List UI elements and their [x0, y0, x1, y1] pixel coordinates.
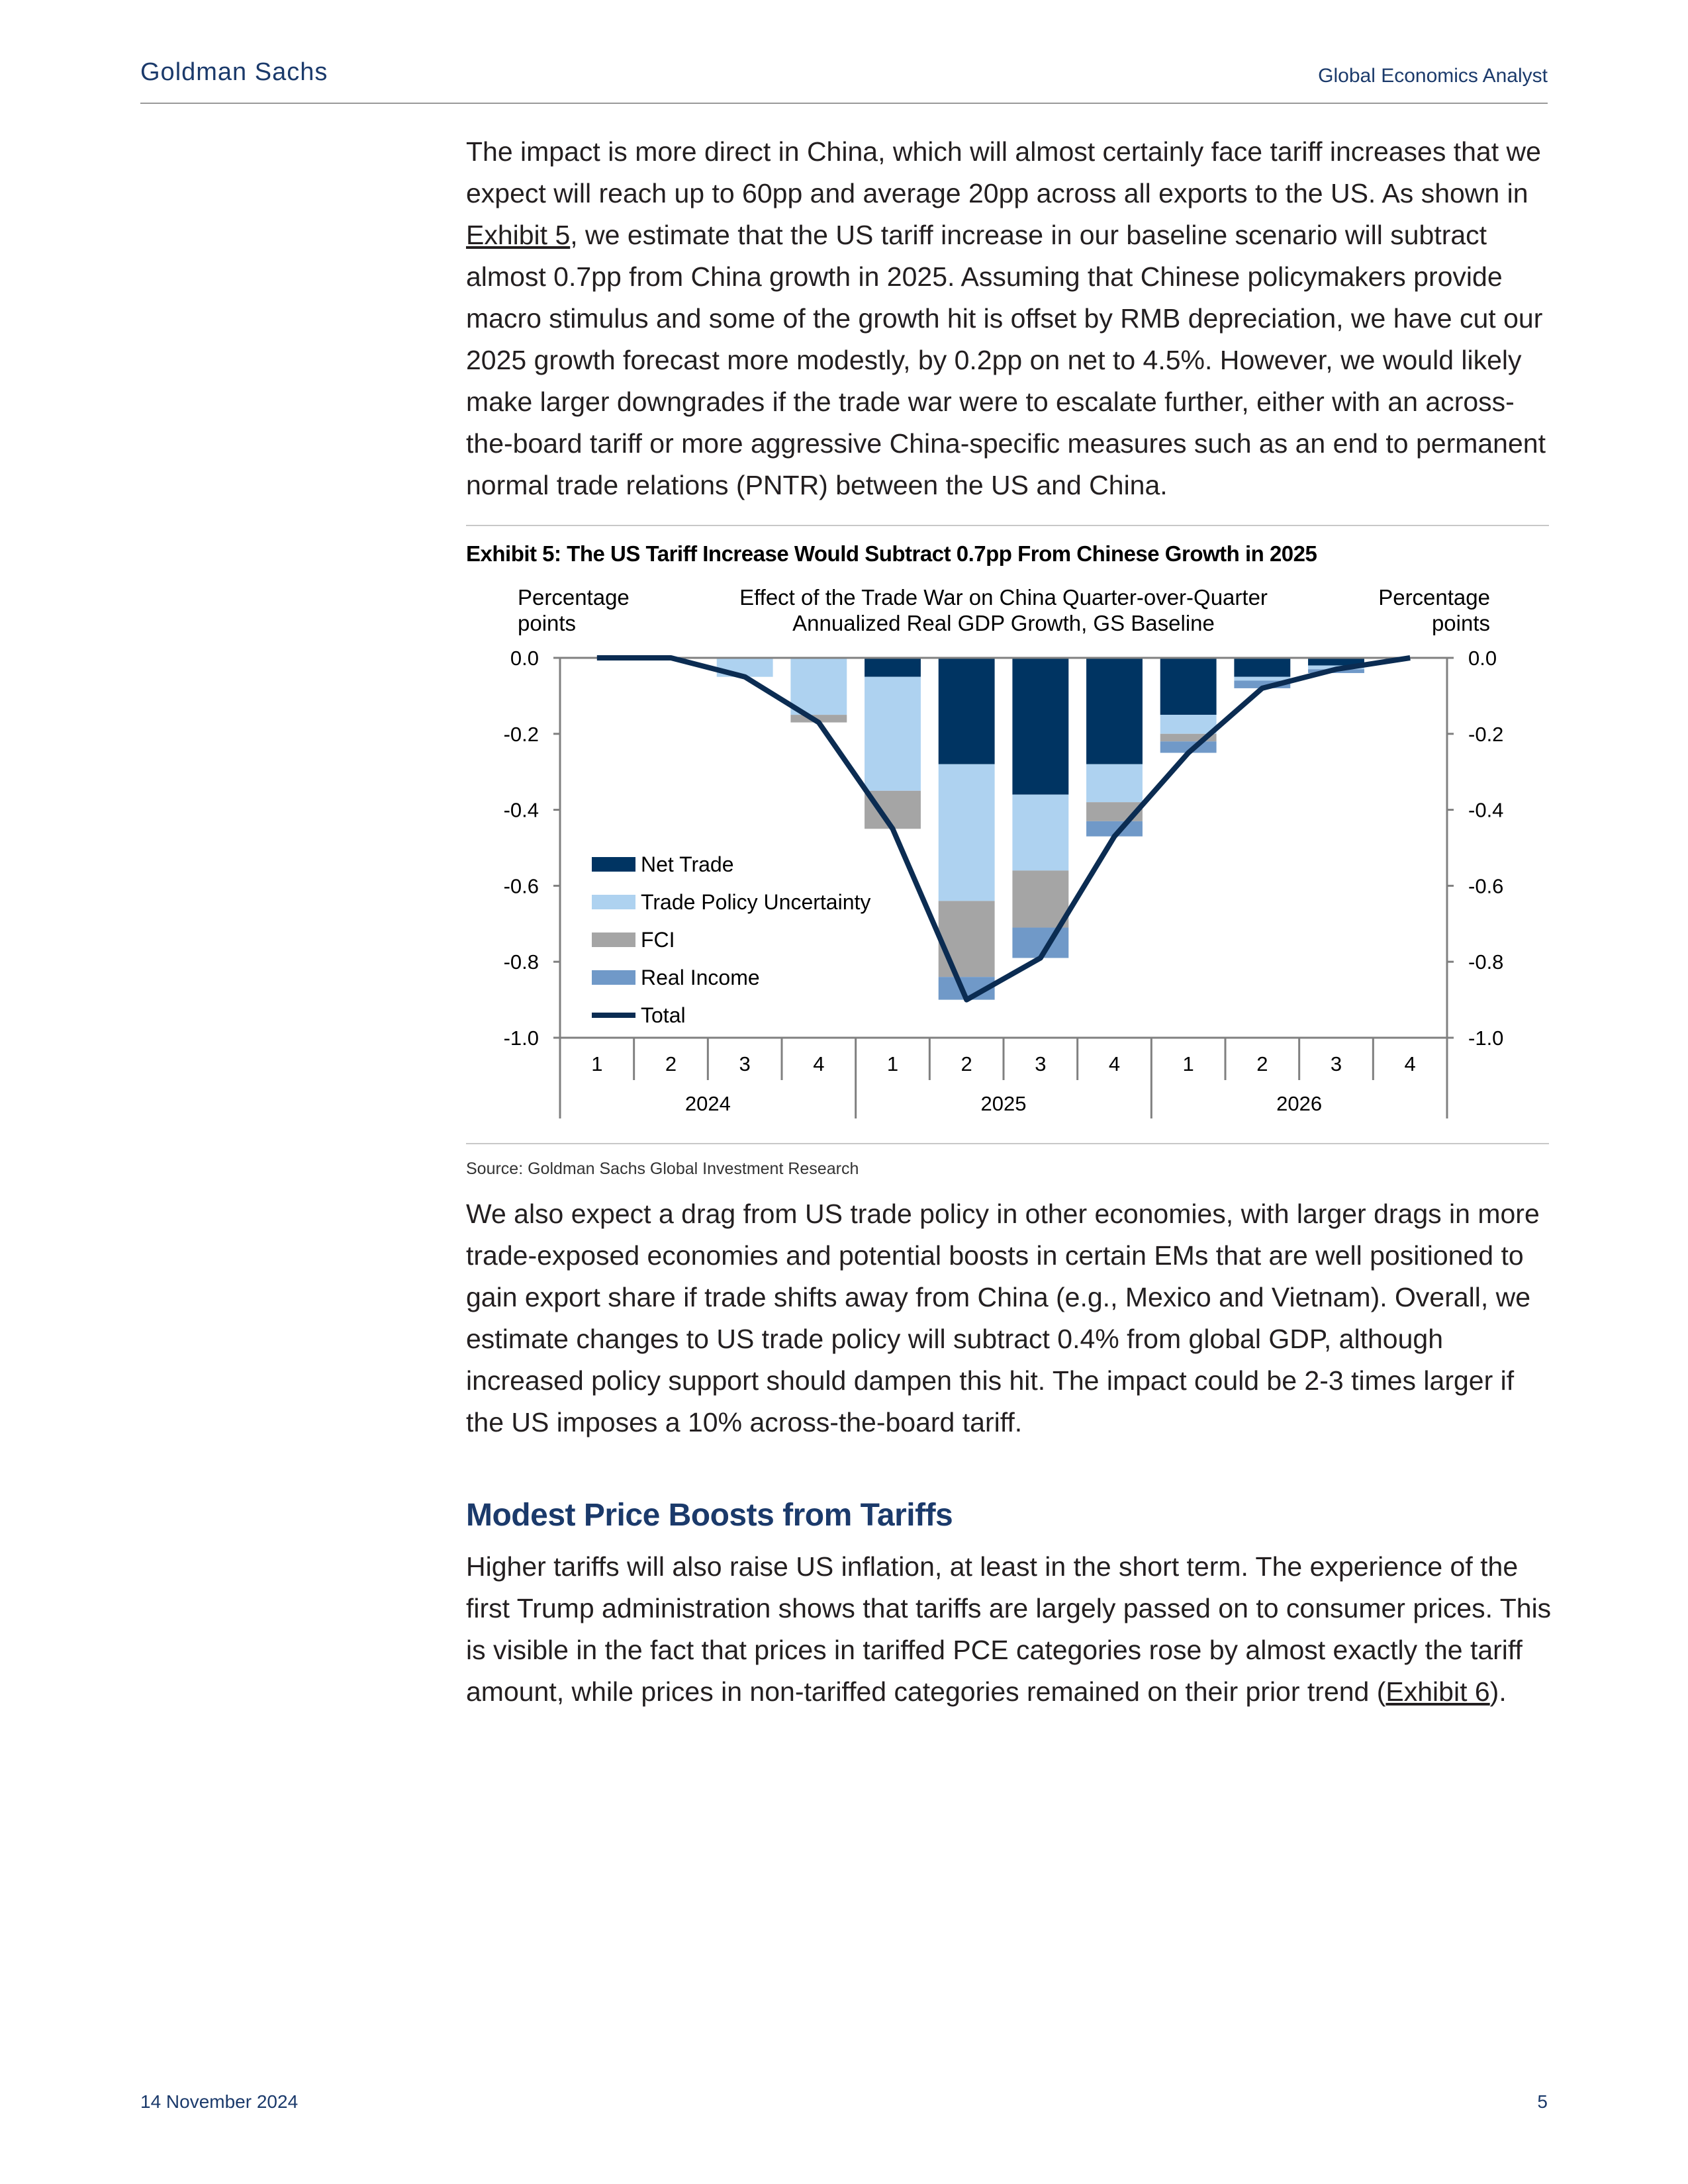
bar-net-trade-5	[938, 658, 995, 764]
bar-trade-policy-uncertainty-3	[790, 658, 847, 715]
axes: 0.0 0.0 -0.2 -0.2 -0.4 -0.4 -0.6 -0.6 -0.8 -0.8 -1…	[504, 647, 1503, 1118]
p3-text-a: Higher tariffs will also raise US inflat…	[466, 1551, 1552, 1707]
x-tick-label-6: 3	[1035, 1052, 1046, 1075]
p1-text-a: The impact is more direct in China, whic…	[466, 136, 1541, 208]
legend: Net Trade Trade Policy Uncertainty FCI Real…	[592, 852, 870, 1027]
paragraph-3: Higher tariffs will also raise US inflat…	[466, 1546, 1552, 1713]
left-tick-label-3: -0.6	[504, 874, 539, 897]
bar-trade-policy-uncertainty-9	[1234, 676, 1291, 681]
right-axis-label: Percentage points	[1378, 585, 1490, 635]
legend-swatch-3	[592, 970, 635, 985]
bar-trade-policy-uncertainty-4	[865, 676, 921, 791]
year-label-2024: 2024	[685, 1092, 731, 1115]
right-tick-label-5: -1.0	[1468, 1026, 1503, 1050]
legend-swatch-2	[592, 933, 635, 947]
left-tick-label-4: -0.8	[504, 950, 539, 974]
left-axis-label-line-1: Percentage	[518, 585, 630, 610]
bar-net-trade-6	[1012, 658, 1069, 795]
chart-title-line-2: Annualized Real GDP Growth, GS Baseline	[792, 611, 1215, 635]
left-tick-label-2: -0.4	[504, 799, 539, 822]
right-tick-label-3: -0.6	[1468, 874, 1503, 897]
chart-title-line-1: Effect of the Trade War on China Quarter…	[739, 585, 1268, 610]
bar-net-trade-10	[1308, 658, 1364, 666]
p2-text: We also expect a drag from US trade poli…	[466, 1199, 1540, 1437]
bar-fci-8	[1160, 733, 1217, 742]
left-axis-label: Percentage points	[518, 585, 630, 635]
bar-trade-policy-uncertainty-5	[938, 764, 995, 901]
left-tick-label-5: -1.0	[504, 1026, 539, 1050]
legend-swatch-0	[592, 857, 635, 872]
x-tick-label-2: 3	[739, 1052, 751, 1075]
legend-label-3: Real Income	[641, 966, 760, 989]
exhibit-source: Source: Goldman Sachs Global Investment …	[466, 1160, 859, 1178]
year-label-2026: 2026	[1276, 1092, 1322, 1115]
x-tick-label-7: 4	[1109, 1052, 1120, 1075]
header-publication: Global Economics Analyst	[1318, 65, 1548, 87]
x-tick-label-8: 1	[1183, 1052, 1194, 1075]
x-tick-label-0: 1	[591, 1052, 602, 1075]
bar-net-trade-7	[1086, 658, 1143, 764]
x-tick-label-11: 4	[1405, 1052, 1416, 1075]
page-number: 5	[1537, 2091, 1548, 2112]
bar-net-trade-9	[1234, 658, 1291, 677]
right-axis-label-line-2: points	[1432, 611, 1490, 635]
right-axis-label-line-1: Percentage	[1378, 585, 1490, 610]
bar-real-income-9	[1234, 680, 1291, 688]
bar-trade-policy-uncertainty-6	[1012, 794, 1069, 871]
p3-text-b: ).	[1489, 1676, 1507, 1707]
right-tick-label-0: 0.0	[1468, 647, 1497, 670]
legend-label-0: Net Trade	[641, 852, 734, 876]
exhibit-bottom-rule	[466, 1143, 1549, 1144]
bar-group	[716, 658, 1364, 1000]
exhibit-top-rule	[466, 525, 1549, 526]
header-rule	[140, 103, 1548, 104]
left-tick-label-0: 0.0	[510, 647, 539, 670]
legend-swatch-1	[592, 895, 635, 909]
right-tick-label-1: -0.2	[1468, 723, 1503, 746]
total-line-group	[596, 655, 1411, 1003]
p1-text-b: , we estimate that the US tariff increas…	[466, 220, 1546, 500]
bar-real-income-7	[1086, 821, 1143, 837]
china-gdp-chart: Effect of the Trade War on China Quarter…	[504, 585, 1503, 1118]
bar-real-income-8	[1160, 741, 1217, 753]
bar-fci-3	[790, 715, 847, 723]
footer-date: 14 November 2024	[140, 2091, 299, 2112]
exhibit-title: Exhibit 5: The US Tariff Increase Would …	[466, 541, 1317, 566]
bar-net-trade-8	[1160, 658, 1217, 715]
bar-net-trade-4	[865, 658, 921, 677]
exhibit-5-link[interactable]: Exhibit 5	[466, 220, 571, 250]
bar-trade-policy-uncertainty-8	[1160, 715, 1217, 734]
section-heading: Modest Price Boosts from Tariffs	[466, 1498, 953, 1533]
left-tick-label-1: -0.2	[504, 723, 539, 746]
total-line	[596, 655, 1411, 1003]
legend-label-1: Trade Policy Uncertainty	[641, 890, 870, 914]
year-label-2025: 2025	[981, 1092, 1027, 1115]
paragraph-2: We also expect a drag from US trade poli…	[466, 1193, 1552, 1443]
x-tick-label-10: 3	[1331, 1052, 1342, 1075]
x-tick-label-5: 2	[961, 1052, 972, 1075]
x-tick-label-4: 1	[887, 1052, 898, 1075]
legend-label-total: Total	[641, 1003, 686, 1027]
legend-label-2: FCI	[641, 928, 675, 952]
right-tick-label-4: -0.8	[1468, 950, 1503, 974]
exhibit-6-link[interactable]: Exhibit 6	[1385, 1676, 1490, 1707]
bar-trade-policy-uncertainty-7	[1086, 764, 1143, 803]
left-axis-label-line-2: points	[518, 611, 576, 635]
x-tick-label-3: 4	[813, 1052, 824, 1075]
x-tick-label-1: 2	[665, 1052, 677, 1075]
bar-fci-5	[938, 901, 995, 978]
x-tick-label-9: 2	[1256, 1052, 1268, 1075]
bar-fci-4	[865, 790, 921, 829]
paragraph-1: The impact is more direct in China, whic…	[466, 131, 1552, 506]
header-brand: Goldman Sachs	[140, 58, 328, 86]
right-tick-label-2: -0.4	[1468, 799, 1503, 822]
chart-title: Effect of the Trade War on China Quarter…	[739, 585, 1268, 635]
bar-fci-6	[1012, 870, 1069, 928]
